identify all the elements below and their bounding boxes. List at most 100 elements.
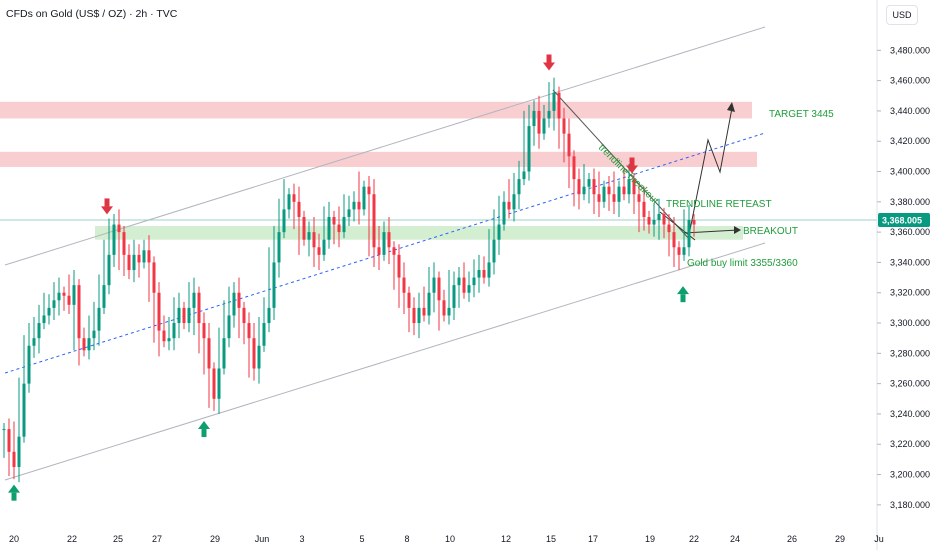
buy-signal-icon [680, 294, 686, 303]
candle-body [367, 186, 371, 195]
candle-body [97, 307, 101, 331]
x-tick-label: 29 [210, 534, 220, 544]
candle-body [107, 254, 111, 286]
y-tick-label: 3,420.000 [890, 136, 930, 146]
candle-body [487, 262, 491, 278]
candle-body [187, 307, 191, 324]
candle-body [72, 285, 76, 305]
x-tick-label: 17 [588, 534, 598, 544]
candle-body [617, 186, 621, 202]
candle-body [517, 179, 521, 195]
y-tick-label: 3,460.000 [890, 76, 930, 86]
candle-body [257, 345, 261, 369]
candle-body [642, 201, 646, 217]
candle-body [117, 224, 121, 233]
y-tick-label: 3,440.000 [890, 106, 930, 116]
zone-resistance-lower [0, 151, 757, 167]
candle-body [497, 224, 501, 240]
candle-body [122, 232, 126, 255]
candle-body [62, 292, 66, 296]
candle-body [67, 295, 71, 305]
channel-upper-line [4, 26, 766, 266]
candle-body [262, 323, 266, 346]
candle-body [237, 292, 241, 308]
candle-body [227, 315, 231, 339]
candle-body [337, 224, 341, 233]
candle-body [352, 201, 356, 210]
candle-body [167, 338, 171, 342]
candle-body [492, 239, 496, 263]
buy-signal-icon [11, 492, 17, 501]
candle-body [372, 194, 376, 248]
candle-body [472, 277, 476, 286]
candle-body [662, 213, 666, 225]
zone-resistance-upper [0, 101, 752, 119]
candle-body [547, 110, 551, 119]
sell-signal-arrowhead [543, 62, 555, 71]
candle-body [207, 338, 211, 369]
candle-body [102, 285, 106, 308]
candle-body [232, 292, 236, 316]
y-tick-label: 3,280.000 [890, 348, 930, 358]
candle-body [162, 330, 166, 342]
annotation-trendline-retest: TRENDLINE RETEAST [666, 199, 772, 210]
candle-body [112, 224, 116, 255]
y-tick-label: 3,220.000 [890, 439, 930, 449]
candle-body [402, 277, 406, 293]
candle-body [297, 201, 301, 217]
buy-signal-arrowhead [677, 286, 689, 295]
candle-body [147, 250, 151, 263]
breakout-arrow-line [683, 229, 739, 234]
sell-signal-arrowhead [101, 206, 113, 215]
x-tick-label: 20 [9, 534, 19, 544]
candle-body [442, 300, 446, 316]
candle-body [82, 338, 86, 351]
candle-body [582, 186, 586, 195]
candle-body [387, 232, 391, 248]
candle-body [572, 156, 576, 180]
candles-layer [2, 77, 696, 483]
candle-body [247, 323, 251, 339]
zone-support [95, 226, 743, 240]
candle-body [477, 270, 481, 278]
candle-body [532, 110, 536, 127]
candle-body [87, 338, 91, 351]
candle-body [627, 179, 631, 195]
candle-body [357, 201, 361, 210]
candle-body [327, 216, 331, 240]
x-tick-label: 3 [299, 534, 304, 544]
annotation-layer: TARGET 3445 TRENDLINE RETEAST BREAKOUT Gold… [8, 54, 834, 501]
candle-body [587, 179, 591, 187]
candle-body [17, 436, 21, 467]
candle-body [342, 216, 346, 233]
x-tick-label: 5 [359, 534, 364, 544]
candle-body [197, 292, 201, 324]
candle-body [347, 209, 351, 217]
candle-body [202, 323, 206, 339]
candle-body [312, 232, 316, 248]
candle-body [182, 307, 186, 324]
candle-body [652, 220, 656, 225]
x-tick-label: 29 [835, 534, 845, 544]
candle-body [522, 171, 526, 180]
candle-body [467, 285, 471, 293]
candle-body [537, 110, 541, 134]
candle-body [667, 224, 671, 233]
candle-body [222, 338, 226, 369]
candle-body [527, 126, 531, 172]
x-tick-label: 10 [445, 534, 455, 544]
buy-signal-arrowhead [198, 421, 210, 430]
candle-body [657, 213, 661, 220]
price-axis: 3,180.000 3,200.000 3,220.000 3,240.000 3,26… [9, 0, 930, 550]
candle-body [692, 220, 696, 225]
candle-body [137, 254, 141, 263]
candle-body [677, 247, 681, 255]
candle-body [192, 292, 196, 308]
currency-selector[interactable]: USD [886, 5, 918, 25]
candle-body [592, 179, 596, 195]
candle-body [292, 194, 296, 202]
sell-signal-icon [546, 54, 552, 63]
y-tick-label: 3,340.000 [890, 257, 930, 267]
candle-body [392, 247, 396, 255]
